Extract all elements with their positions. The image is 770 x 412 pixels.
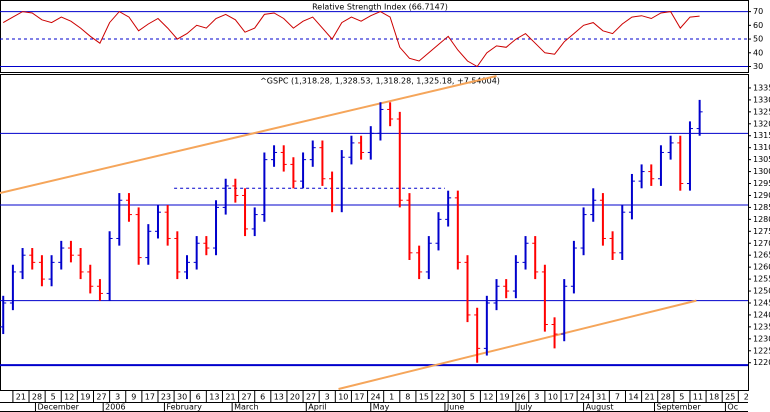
x-tick-label: 18 [709, 393, 719, 402]
x-tick-label: 19 [499, 393, 509, 402]
y-tick-label: 1225 [753, 346, 770, 355]
y-tick-label: 1230 [753, 334, 770, 343]
x-tick-label: 21 [225, 393, 235, 402]
y-tick-label: 1300 [753, 167, 770, 176]
month-label: Oc [727, 403, 738, 412]
month-label: 2006 [105, 403, 125, 412]
x-tick-label: 13 [274, 393, 284, 402]
x-tick-label: 24 [580, 393, 590, 402]
trend-line [338, 299, 697, 390]
rsi-frame [0, 0, 749, 73]
x-tick-label: 19 [80, 393, 90, 402]
y-tick-label: 1310 [753, 143, 770, 152]
x-tick-label: 17 [354, 393, 364, 402]
y-tick-label: 1255 [753, 275, 770, 284]
price-frame [0, 74, 749, 391]
x-tick-label: 11 [693, 393, 703, 402]
x-tick-label: 3 [115, 393, 120, 402]
y-tick-label: 1260 [753, 263, 770, 272]
x-tick-label: 30 [177, 393, 187, 402]
month-label: July [517, 403, 533, 412]
x-tick-label: 12 [64, 393, 74, 402]
x-tick-label: 28 [661, 393, 671, 402]
x-tick-label: 10 [338, 393, 348, 402]
month-label: June [446, 403, 465, 412]
x-tick-label: 5 [51, 393, 56, 402]
y-tick-label: 1220 [753, 358, 770, 367]
x-tick-label: 2 [744, 393, 749, 402]
x-tick-label: 5 [679, 393, 684, 402]
y-tick-label: 60 [753, 21, 763, 30]
x-tick-label: 21 [16, 393, 26, 402]
x-tick-label: 26 [516, 393, 526, 402]
x-tick-label: 13 [209, 393, 219, 402]
y-tick-label: 1280 [753, 215, 770, 224]
y-tick-label: 1330 [753, 95, 770, 104]
x-tick-label: 12 [483, 393, 493, 402]
plot-area [0, 10, 748, 68]
x-tick-label: 17 [564, 393, 574, 402]
y-tick-label: 1290 [753, 191, 770, 200]
y-tick-label: 1335 [753, 83, 770, 92]
x-tick-label: 21 [645, 393, 655, 402]
x-tick-label: 27 [96, 393, 106, 402]
month-label: December [37, 403, 79, 412]
x-tick-label: 6 [196, 393, 201, 402]
x-tick-label: 23 [161, 393, 171, 402]
x-tick-label: 10 [548, 393, 558, 402]
x-tick-label: 24 [370, 393, 380, 402]
x-tick-label: 17 [145, 393, 155, 402]
y-tick-label: 1240 [753, 310, 770, 319]
y-tick-label: 1250 [753, 287, 770, 296]
x-tick-label: 3 [325, 393, 330, 402]
y-tick-label: 1325 [753, 107, 770, 116]
month-label: September [657, 403, 702, 412]
x-tick-label: 5 [470, 393, 475, 402]
y-tick-label: 1275 [753, 227, 770, 236]
y-tick-label: 1295 [753, 179, 770, 188]
x-tick-label: 14 [628, 393, 638, 402]
x-tick-label: 27 [241, 393, 251, 402]
x-tick-label: 1 [389, 393, 394, 402]
month-label: February [166, 403, 202, 412]
month-label: March [234, 403, 258, 412]
y-tick-label: 1265 [753, 251, 770, 260]
y-tick-label: 1245 [753, 298, 770, 307]
x-tick-label: 20 [290, 393, 300, 402]
y-tick-label: 1315 [753, 131, 770, 140]
x-tick-label: 31 [596, 393, 606, 402]
x-tick-label: 30 [451, 393, 461, 402]
x-tick-label: 8 [405, 393, 410, 402]
x-tick-label: 27 [306, 393, 316, 402]
trend-line [0, 75, 497, 195]
x-tick-label: 22 [435, 393, 445, 402]
y-tick-label: 1270 [753, 239, 770, 248]
x-tick-label: 15 [419, 393, 429, 402]
month-label: April [308, 403, 326, 412]
y-tick-label: 50 [753, 35, 763, 44]
x-tick-label: 25 [725, 393, 735, 402]
y-tick-label: 1305 [753, 155, 770, 164]
x-tick-label: 6 [260, 393, 265, 402]
y-tick-label: 1235 [753, 322, 770, 331]
y-tick-label: 30 [753, 62, 763, 71]
x-tick-label: 9 [131, 393, 136, 402]
month-label: May [373, 403, 390, 412]
rsi-title: Relative Strength Index (66.7147) [312, 3, 448, 12]
plot-area [0, 75, 748, 390]
rsi-line [2, 10, 700, 68]
y-tick-label: 40 [753, 48, 763, 57]
x-tick-label: 3 [534, 393, 539, 402]
month-label: August [586, 403, 614, 412]
y-tick-label: 70 [753, 7, 763, 16]
price-title: ^GSPC (1,318.28, 1,328.53, 1,318.28, 1,3… [260, 77, 500, 86]
x-tick-label: 28 [32, 393, 42, 402]
x-tick-label: 7 [615, 393, 620, 402]
